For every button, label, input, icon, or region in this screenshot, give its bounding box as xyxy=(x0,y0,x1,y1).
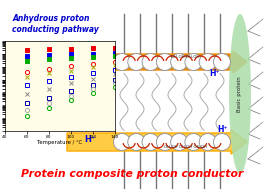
Circle shape xyxy=(214,133,230,150)
Text: OH-OH OH-OH: OH-OH OH-OH xyxy=(171,55,199,59)
Circle shape xyxy=(142,53,159,70)
Circle shape xyxy=(142,133,159,150)
Text: H⁺: H⁺ xyxy=(84,136,96,145)
Circle shape xyxy=(171,53,188,70)
Ellipse shape xyxy=(229,14,251,174)
Circle shape xyxy=(199,133,216,150)
FancyArrow shape xyxy=(102,51,247,73)
Circle shape xyxy=(128,133,145,150)
Circle shape xyxy=(171,133,188,150)
Circle shape xyxy=(156,133,173,150)
Circle shape xyxy=(185,53,202,70)
Circle shape xyxy=(199,53,216,70)
Circle shape xyxy=(185,133,202,150)
Circle shape xyxy=(128,53,145,70)
Circle shape xyxy=(114,53,130,70)
Circle shape xyxy=(214,53,230,70)
FancyArrow shape xyxy=(67,130,247,154)
Circle shape xyxy=(114,133,130,150)
Text: Anhydrous proton
conducting pathway: Anhydrous proton conducting pathway xyxy=(12,14,99,34)
Text: H⁺: H⁺ xyxy=(210,70,220,78)
Text: Basic protein: Basic protein xyxy=(238,76,243,112)
X-axis label: Temperature / °C: Temperature / °C xyxy=(37,140,83,145)
Text: H⁺: H⁺ xyxy=(217,125,227,135)
Text: OH-OH OH-OH OH-OH: OH-OH OH-OH OH-OH xyxy=(163,145,206,149)
Text: Protein composite proton conductor: Protein composite proton conductor xyxy=(21,169,243,179)
Circle shape xyxy=(156,53,173,70)
